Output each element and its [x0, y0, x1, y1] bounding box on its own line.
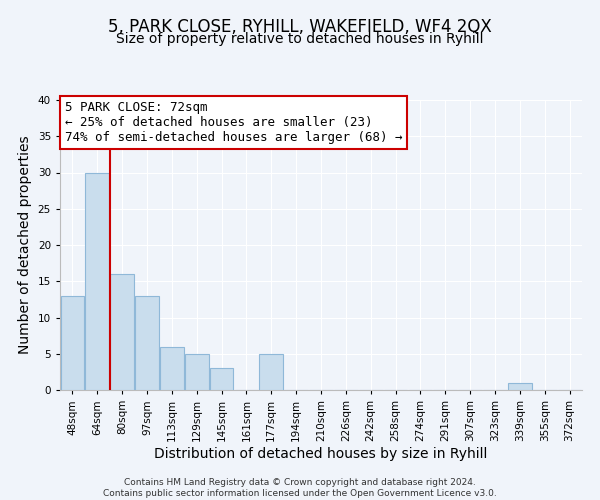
Bar [185, 354, 209, 390]
Text: 5 PARK CLOSE: 72sqm
← 25% of detached houses are smaller (23)
74% of semi-detach: 5 PARK CLOSE: 72sqm ← 25% of detached ho… [65, 102, 403, 144]
X-axis label: Distribution of detached houses by size in Ryhill: Distribution of detached houses by size … [154, 446, 488, 460]
Bar [135, 296, 159, 390]
Bar [210, 368, 233, 390]
Y-axis label: Number of detached properties: Number of detached properties [18, 136, 32, 354]
Bar [508, 383, 532, 390]
Text: Contains HM Land Registry data © Crown copyright and database right 2024.
Contai: Contains HM Land Registry data © Crown c… [103, 478, 497, 498]
Bar [259, 354, 283, 390]
Text: 5, PARK CLOSE, RYHILL, WAKEFIELD, WF4 2QX: 5, PARK CLOSE, RYHILL, WAKEFIELD, WF4 2Q… [108, 18, 492, 36]
Bar [160, 346, 184, 390]
Bar [61, 296, 84, 390]
Bar [85, 172, 109, 390]
Text: Size of property relative to detached houses in Ryhill: Size of property relative to detached ho… [116, 32, 484, 46]
Bar [110, 274, 134, 390]
